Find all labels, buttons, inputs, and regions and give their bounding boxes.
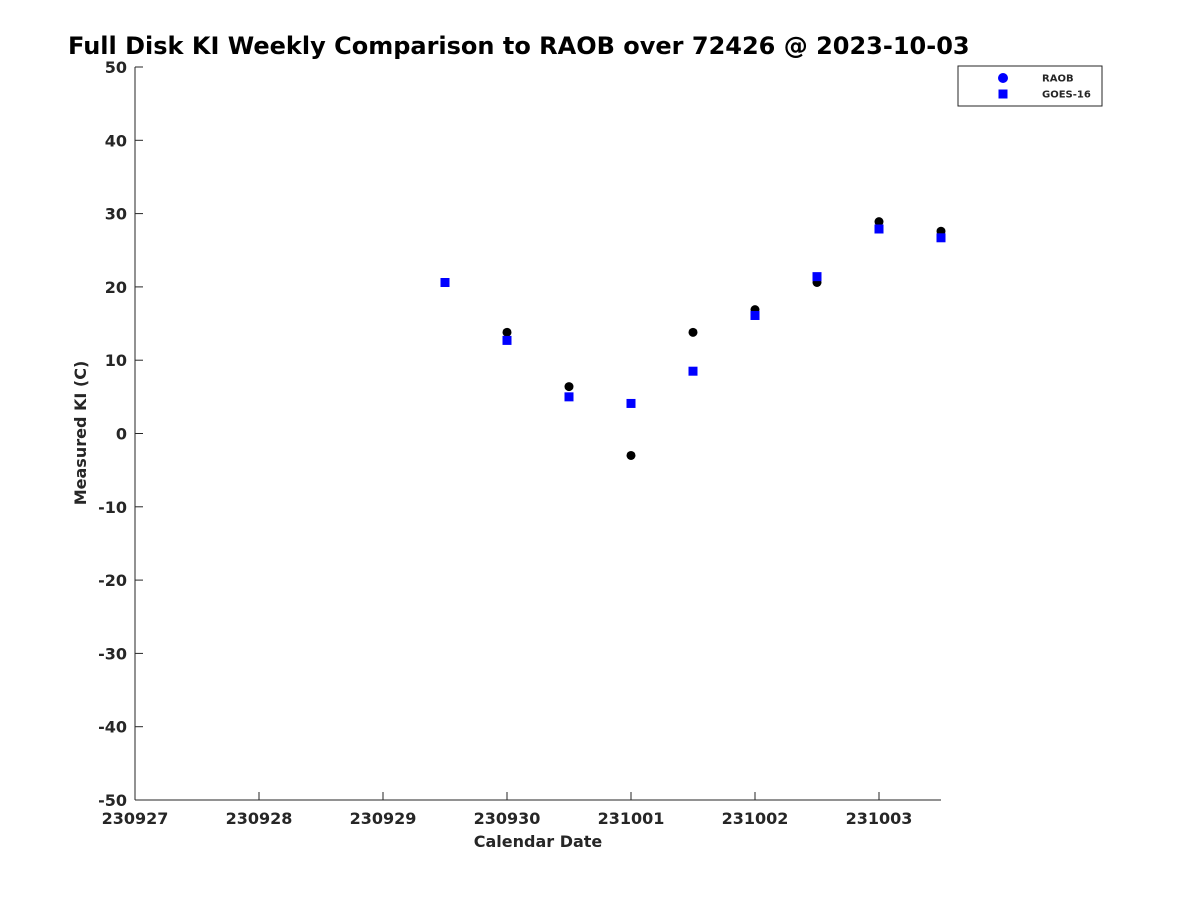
point-raob — [874, 217, 884, 227]
y-tick-label: 50 — [105, 58, 127, 77]
point-goes16 — [812, 272, 822, 282]
point-goes16 — [874, 224, 884, 234]
y-tick-label: 0 — [116, 425, 127, 444]
y-tick-label: -20 — [98, 571, 127, 590]
point-raob — [502, 327, 512, 337]
legend-marker-raob — [998, 73, 1008, 83]
y-tick-label: 40 — [105, 131, 127, 150]
y-tick-label: 10 — [105, 351, 127, 370]
legend-marker-goes16 — [998, 89, 1008, 99]
legend-box — [957, 65, 1103, 107]
y-tick-label: 20 — [105, 278, 127, 297]
point-goes16 — [688, 366, 698, 376]
point-goes16 — [626, 398, 636, 408]
legend-label-raob: RAOB — [1042, 74, 1074, 85]
x-tick-label: 230930 — [474, 809, 541, 828]
axes-group — [134, 67, 941, 801]
legend: RAOB GOES-16 — [957, 65, 1103, 107]
x-tick-label: 231001 — [598, 809, 665, 828]
y-axis-label: Measured KI (C) — [71, 361, 90, 506]
y-tick-label: 30 — [105, 205, 127, 224]
y-tick-label: -50 — [98, 791, 127, 810]
point-goes16 — [750, 310, 760, 320]
x-tick-label: 231002 — [722, 809, 789, 828]
y-tick-label: -10 — [98, 498, 127, 517]
point-raob — [564, 382, 574, 392]
point-goes16 — [502, 335, 512, 345]
x-tick-label: 231003 — [846, 809, 913, 828]
x-tick-label: 230927 — [102, 809, 169, 828]
point-raob — [626, 450, 636, 460]
y-tick-label: -40 — [98, 718, 127, 737]
x-tick-label: 230928 — [226, 809, 293, 828]
x-tick-label: 230929 — [350, 809, 417, 828]
point-raob — [688, 327, 698, 337]
chart-title: Full Disk KI Weekly Comparison to RAOB o… — [68, 32, 970, 60]
y-tick-label: -30 — [98, 644, 127, 663]
point-goes16 — [564, 392, 574, 402]
x-axis-label: Calendar Date — [474, 832, 603, 851]
point-goes16 — [936, 233, 946, 243]
data-points-group — [440, 217, 946, 460]
legend-label-goes16: GOES-16 — [1042, 90, 1091, 101]
point-goes16 — [440, 278, 450, 288]
